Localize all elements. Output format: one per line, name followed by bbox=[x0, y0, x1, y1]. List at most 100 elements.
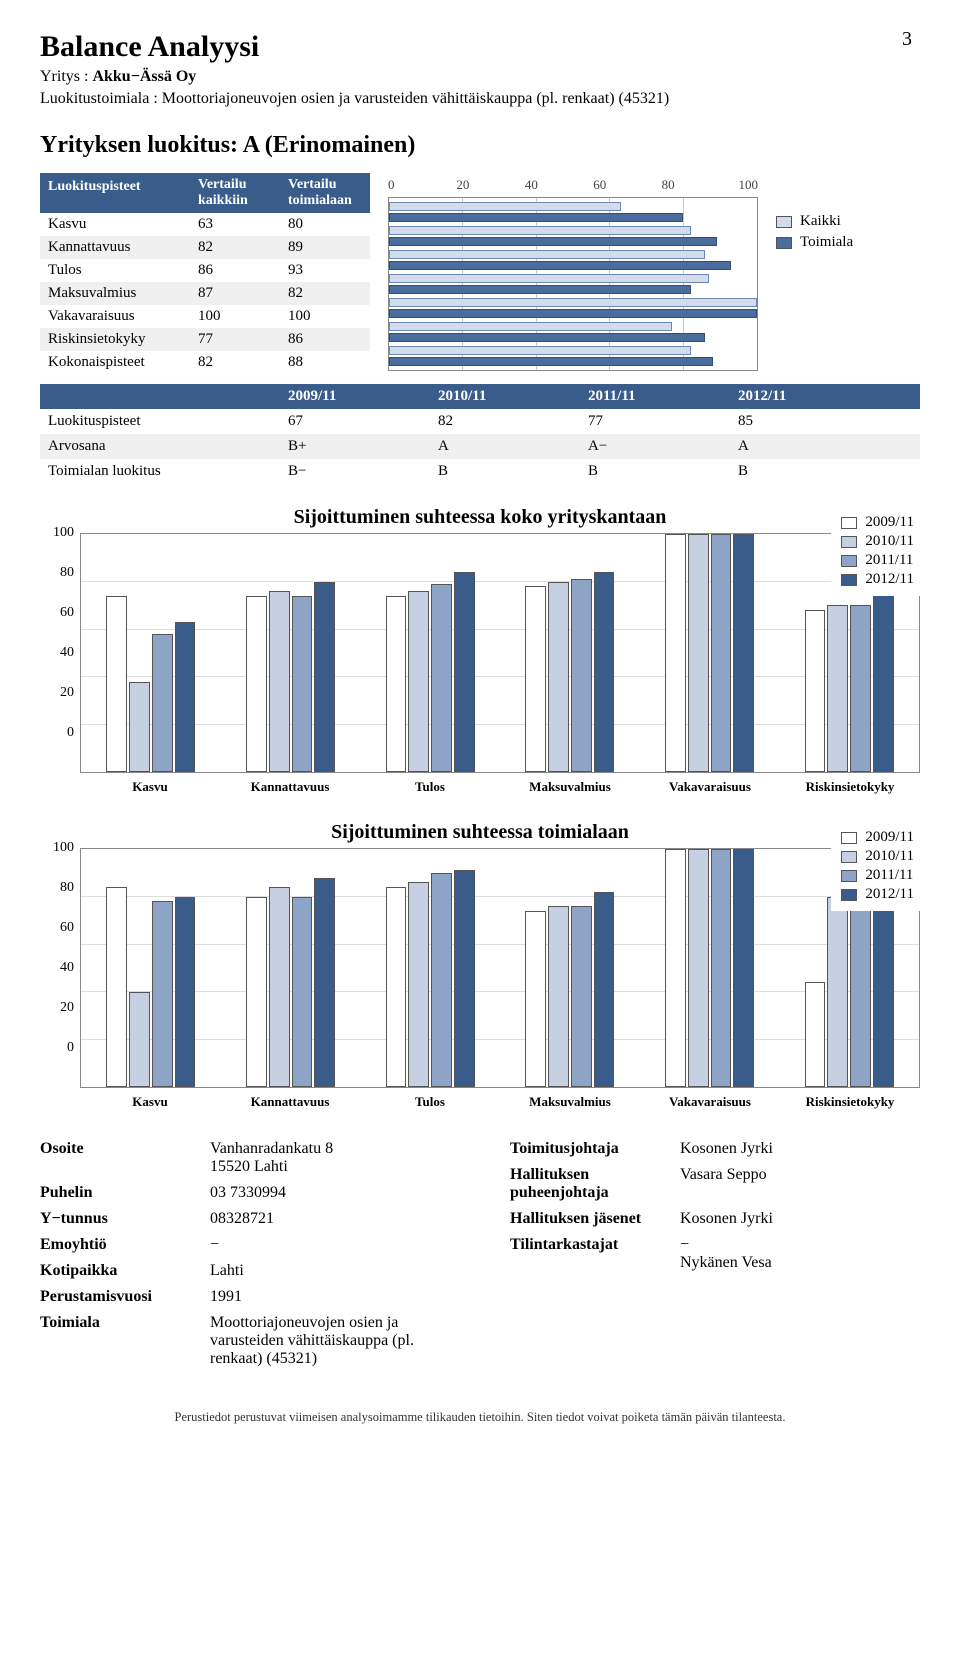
chart-bar bbox=[314, 582, 335, 772]
history-table: 2009/112010/112011/112012/11 Luokituspis… bbox=[40, 384, 920, 484]
chart-bar bbox=[454, 870, 475, 1087]
hbar-row bbox=[389, 344, 757, 368]
rating-heading: Yrityksen luokitus: A (Erinomainen) bbox=[40, 132, 920, 159]
chart-category bbox=[221, 534, 361, 772]
chart-bar bbox=[594, 572, 615, 772]
legend-item: 2012/11 bbox=[841, 886, 914, 903]
chart-bar bbox=[805, 982, 826, 1087]
chart-bar bbox=[850, 605, 871, 772]
legend-item: 2010/11 bbox=[841, 848, 914, 865]
info-row: KotipaikkaLahti bbox=[40, 1262, 450, 1280]
chart-bar bbox=[711, 849, 732, 1087]
chart-bar bbox=[733, 849, 754, 1087]
chart-bar bbox=[594, 892, 615, 1087]
chart-bar bbox=[246, 897, 267, 1087]
chart2-title: Sijoittuminen suhteessa toimialaan bbox=[40, 821, 920, 844]
rt-head-label: Luokituspisteet bbox=[40, 173, 190, 213]
hbar-chart: 020406080100 bbox=[388, 173, 758, 371]
chart-2: Sijoittuminen suhteessa toimialaan 10080… bbox=[40, 821, 920, 1110]
doc-title: Balance Analyysi bbox=[40, 30, 920, 64]
chart-bar bbox=[571, 906, 592, 1087]
rating-row: Luokituspisteet Vertailukaikkiin Vertail… bbox=[40, 173, 920, 374]
info-section: OsoiteVanhanradankatu 815520 LahtiPuheli… bbox=[40, 1140, 920, 1376]
chart-bar bbox=[571, 579, 592, 772]
chart-bar bbox=[454, 572, 475, 772]
chart-category bbox=[360, 534, 500, 772]
chart-bar bbox=[386, 596, 407, 772]
chart-category bbox=[640, 849, 780, 1087]
info-row: ToimialaMoottoriajoneuvojen osien ja var… bbox=[40, 1314, 450, 1368]
history-row: Toimialan luokitusB−BBB bbox=[40, 459, 920, 484]
info-row: Y−tunnus08328721 bbox=[40, 1210, 450, 1228]
hbar-row bbox=[389, 224, 757, 248]
chart1-title: Sijoittuminen suhteessa koko yrityskanta… bbox=[40, 506, 920, 529]
chart-bar bbox=[688, 534, 709, 772]
chart-bar bbox=[152, 901, 173, 1087]
hbar-legend: KaikkiToimiala bbox=[776, 173, 896, 255]
history-row: ArvosanaB+AA−A bbox=[40, 434, 920, 459]
industry-line: Luokitustoimiala : Moottoriajoneuvojen o… bbox=[40, 90, 920, 108]
chart-bar bbox=[106, 887, 127, 1087]
chart-bar bbox=[873, 882, 894, 1087]
chart-bar bbox=[525, 586, 546, 772]
chart-bar bbox=[873, 591, 894, 772]
chart-bar bbox=[175, 622, 196, 772]
chart-bar bbox=[431, 873, 452, 1087]
rt-head-c2: Vertailukaikkiin bbox=[190, 173, 280, 213]
chart-category bbox=[360, 849, 500, 1087]
chart-bar bbox=[129, 682, 150, 772]
chart-bar bbox=[431, 584, 452, 772]
rating-row-item: Vakavaraisuus100100 bbox=[40, 305, 370, 328]
chart-bar bbox=[688, 849, 709, 1087]
info-row: Tilintarkastajat−Nykänen Vesa bbox=[510, 1236, 920, 1272]
chart-bar bbox=[152, 634, 173, 772]
rating-row-item: Riskinsietokyky7786 bbox=[40, 328, 370, 351]
info-row: Hallituksen puheenjohtajaVasara Seppo bbox=[510, 1166, 920, 1202]
rt-head-c3: Vertailutoimialaan bbox=[280, 173, 370, 213]
chart-bar bbox=[548, 582, 569, 772]
chart-category bbox=[500, 534, 640, 772]
chart-bar bbox=[805, 610, 826, 772]
rating-table: Luokituspisteet Vertailukaikkiin Vertail… bbox=[40, 173, 370, 374]
hbar-row bbox=[389, 296, 757, 320]
rating-row-item: Kannattavuus8289 bbox=[40, 236, 370, 259]
chart-category bbox=[500, 849, 640, 1087]
company-line: Yritys : Akku−Ässä Oy bbox=[40, 68, 920, 86]
chart-bar bbox=[548, 906, 569, 1087]
hbar-row bbox=[389, 248, 757, 272]
footer: Perustiedot perustuvat viimeisen analyso… bbox=[40, 1410, 920, 1425]
rating-row-item: Tulos8693 bbox=[40, 259, 370, 282]
info-row: ToimitusjohtajaKosonen Jyrki bbox=[510, 1140, 920, 1158]
chart-bar bbox=[106, 596, 127, 772]
chart-bar bbox=[733, 534, 754, 772]
chart-1: Sijoittuminen suhteessa koko yrityskanta… bbox=[40, 506, 920, 795]
page-number: 3 bbox=[902, 28, 912, 51]
rating-row-item: Kokonaispisteet8288 bbox=[40, 351, 370, 374]
chart-bar bbox=[269, 591, 290, 772]
chart-category bbox=[221, 849, 361, 1087]
chart-category bbox=[640, 534, 780, 772]
chart-bar bbox=[525, 911, 546, 1087]
legend-item: 2009/11 bbox=[841, 829, 914, 846]
chart-bar bbox=[665, 849, 686, 1087]
info-row: Emoyhtiö− bbox=[40, 1236, 450, 1254]
chart-bar bbox=[827, 897, 848, 1087]
legend-item: 2011/11 bbox=[841, 867, 914, 884]
chart-bar bbox=[665, 534, 686, 772]
info-row: Hallituksen jäsenetKosonen Jyrki bbox=[510, 1210, 920, 1228]
chart-bar bbox=[711, 534, 732, 772]
chart-bar bbox=[850, 892, 871, 1087]
hbar-row bbox=[389, 200, 757, 224]
chart-bar bbox=[314, 878, 335, 1087]
legend-item: Kaikki bbox=[776, 213, 896, 230]
chart-bar bbox=[175, 897, 196, 1087]
hbar-row bbox=[389, 272, 757, 296]
legend-item: 2012/11 bbox=[841, 571, 914, 588]
info-row: Puhelin03 7330994 bbox=[40, 1184, 450, 1202]
legend-item: 2010/11 bbox=[841, 533, 914, 550]
chart-bar bbox=[269, 887, 290, 1087]
chart-bar bbox=[292, 596, 313, 772]
legend-item: 2011/11 bbox=[841, 552, 914, 569]
rating-row-item: Maksuvalmius8782 bbox=[40, 282, 370, 305]
chart-category bbox=[81, 849, 221, 1087]
